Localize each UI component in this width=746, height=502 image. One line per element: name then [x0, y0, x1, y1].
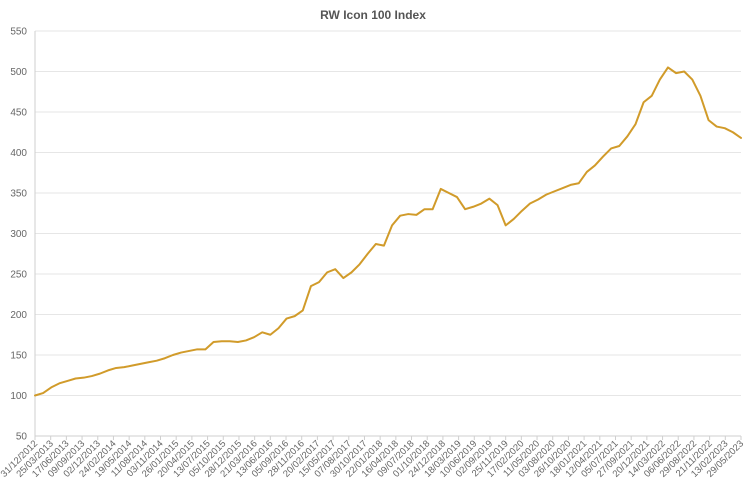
y-tick-label: 400: [10, 148, 27, 159]
y-tick-label: 150: [10, 351, 27, 362]
y-tick-label: 450: [10, 108, 27, 119]
y-tick-label: 350: [10, 189, 27, 200]
series-layer: [34, 66, 742, 397]
y-tick-label: 200: [10, 310, 27, 321]
series-line-0: [34, 66, 742, 397]
y-tick-label: 300: [10, 229, 27, 240]
chart-title: RW Icon 100 Index: [320, 8, 426, 22]
y-tick-label: 250: [10, 270, 27, 281]
y-tick-label: 100: [10, 391, 27, 402]
y-tick-label: 500: [10, 67, 27, 78]
y-axis-ticks: 50 100 150 200 250 300 350 400 450 500 550: [10, 27, 27, 443]
y-tick-label: 550: [10, 27, 27, 38]
y-tick-label: 50: [16, 432, 28, 443]
x-axis-ticks: 31/12/201225/03/201317/06/201309/09/2013…: [0, 436, 746, 480]
